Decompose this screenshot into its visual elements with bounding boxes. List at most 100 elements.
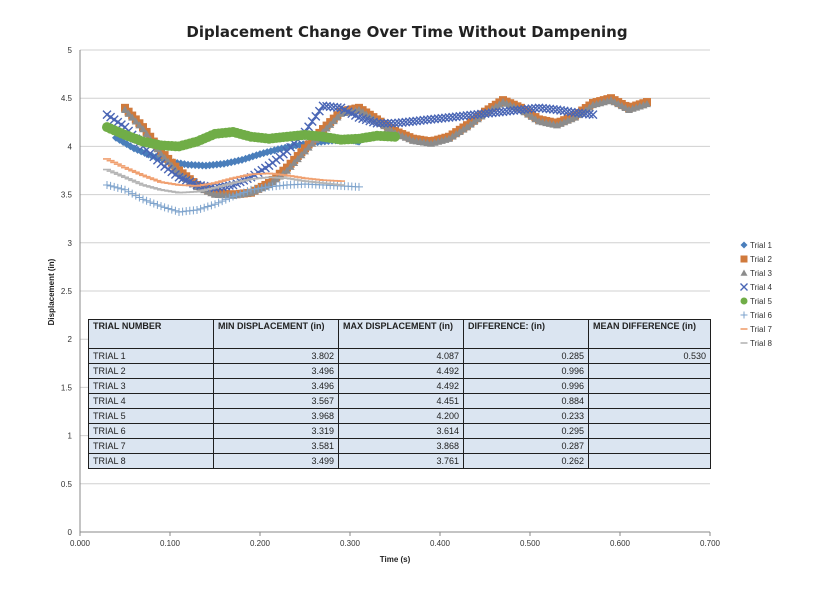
table-header-cell: TRIAL NUMBER xyxy=(88,319,214,349)
data-point xyxy=(394,118,404,128)
legend-label: Trial 3 xyxy=(750,269,772,278)
data-point xyxy=(448,132,457,140)
table-cell xyxy=(588,438,711,454)
data-point xyxy=(437,113,447,123)
table-cell: 0.285 xyxy=(463,348,589,364)
table-cell: 0.287 xyxy=(463,438,589,454)
data-point xyxy=(552,105,562,115)
table-cell: 4.200 xyxy=(338,408,464,424)
data-point xyxy=(491,102,500,110)
table-cell xyxy=(588,408,711,424)
table-row: TRIAL 7 3.581 3.868 0.287 xyxy=(88,438,711,454)
data-point xyxy=(113,183,122,192)
x-tick-label: 0.700 xyxy=(700,539,721,548)
legend-item: Trial 7 xyxy=(740,325,772,334)
data-point xyxy=(440,113,450,123)
data-point xyxy=(584,109,594,119)
legend-marker xyxy=(740,269,748,276)
data-point xyxy=(322,124,331,132)
data-point xyxy=(308,139,317,147)
data-point xyxy=(383,118,393,128)
x-axis-title: Time (s) xyxy=(380,555,411,564)
data-point xyxy=(290,158,299,166)
data-point xyxy=(193,206,201,215)
data-point xyxy=(135,121,144,129)
table-cell: TRIAL 4 xyxy=(88,393,214,409)
data-table: TRIAL NUMBER MIN DISPLACEMENT (in) MAX DIS… xyxy=(88,319,711,469)
data-point xyxy=(355,182,363,191)
data-point xyxy=(314,106,324,116)
table-body: TRIAL 1 3.802 4.087 0.285 0.530 TRIAL 2 3.496 4… xyxy=(88,348,711,469)
data-point xyxy=(214,198,223,207)
table-cell: 3.496 xyxy=(213,378,339,394)
data-point xyxy=(218,197,227,206)
data-point xyxy=(326,120,335,128)
data-point xyxy=(236,189,245,198)
legend-item: Trial 1 xyxy=(740,241,772,250)
data-point xyxy=(333,113,342,121)
series-6 xyxy=(103,179,363,216)
y-axis-title: Displacement (in) xyxy=(47,258,56,325)
data-point xyxy=(229,192,237,201)
data-point xyxy=(484,108,494,118)
data-point xyxy=(250,185,259,194)
legend-item: Trial 2 xyxy=(740,255,772,264)
data-point xyxy=(261,183,270,192)
data-point xyxy=(146,198,155,207)
data-point xyxy=(563,107,573,116)
table-row: TRIAL 1 3.802 4.087 0.285 0.530 xyxy=(88,348,711,364)
data-point xyxy=(415,116,425,126)
data-point xyxy=(509,106,519,116)
data-point xyxy=(103,180,111,189)
y-tick-label: 2.5 xyxy=(61,287,73,296)
x-tick-label: 0.200 xyxy=(250,539,271,548)
data-point xyxy=(469,110,479,120)
legend-label: Trial 1 xyxy=(750,241,772,250)
y-tick-label: 4 xyxy=(68,142,73,151)
table-row: TRIAL 3 3.496 4.492 0.996 xyxy=(88,378,711,394)
data-point xyxy=(386,118,396,128)
table-cell: 3.761 xyxy=(338,453,464,469)
y-tick-label: 3.5 xyxy=(61,191,73,200)
data-point xyxy=(131,117,140,125)
data-point xyxy=(516,105,526,115)
data-point xyxy=(577,108,587,118)
data-point xyxy=(157,202,165,211)
data-point xyxy=(520,104,530,114)
legend-label: Trial 7 xyxy=(750,325,772,334)
data-point xyxy=(325,102,335,112)
data-point xyxy=(455,127,464,135)
table-row: TRIAL 4 3.567 4.451 0.884 xyxy=(88,393,711,409)
data-point xyxy=(200,203,209,212)
data-point xyxy=(459,125,468,133)
legend-label: Trial 2 xyxy=(750,255,772,264)
data-point xyxy=(283,166,291,174)
legend-marker xyxy=(740,241,748,249)
data-point xyxy=(498,107,508,117)
y-tick-label: 4.5 xyxy=(61,94,73,103)
data-point xyxy=(480,109,490,119)
data-point xyxy=(110,182,119,191)
table-cell: TRIAL 2 xyxy=(88,363,214,379)
table-row: TRIAL 8 3.499 3.761 0.262 xyxy=(88,453,711,469)
data-point xyxy=(458,111,468,121)
data-point xyxy=(541,104,551,114)
legend-item: Trial 6 xyxy=(740,311,772,320)
data-point xyxy=(527,104,537,114)
data-point xyxy=(286,162,295,170)
x-tick-label: 0.500 xyxy=(520,539,541,548)
data-point xyxy=(106,181,115,190)
table-cell: 3.968 xyxy=(213,408,339,424)
data-point xyxy=(397,117,407,127)
data-point xyxy=(574,110,583,119)
table-cell: TRIAL 5 xyxy=(88,408,214,424)
data-point xyxy=(124,109,133,117)
data-point xyxy=(473,109,483,119)
table-cell xyxy=(588,423,711,439)
plot-area xyxy=(102,94,651,216)
data-point xyxy=(167,205,176,214)
data-point xyxy=(559,106,569,116)
data-point xyxy=(534,103,544,113)
table-cell: 3.581 xyxy=(213,438,339,454)
